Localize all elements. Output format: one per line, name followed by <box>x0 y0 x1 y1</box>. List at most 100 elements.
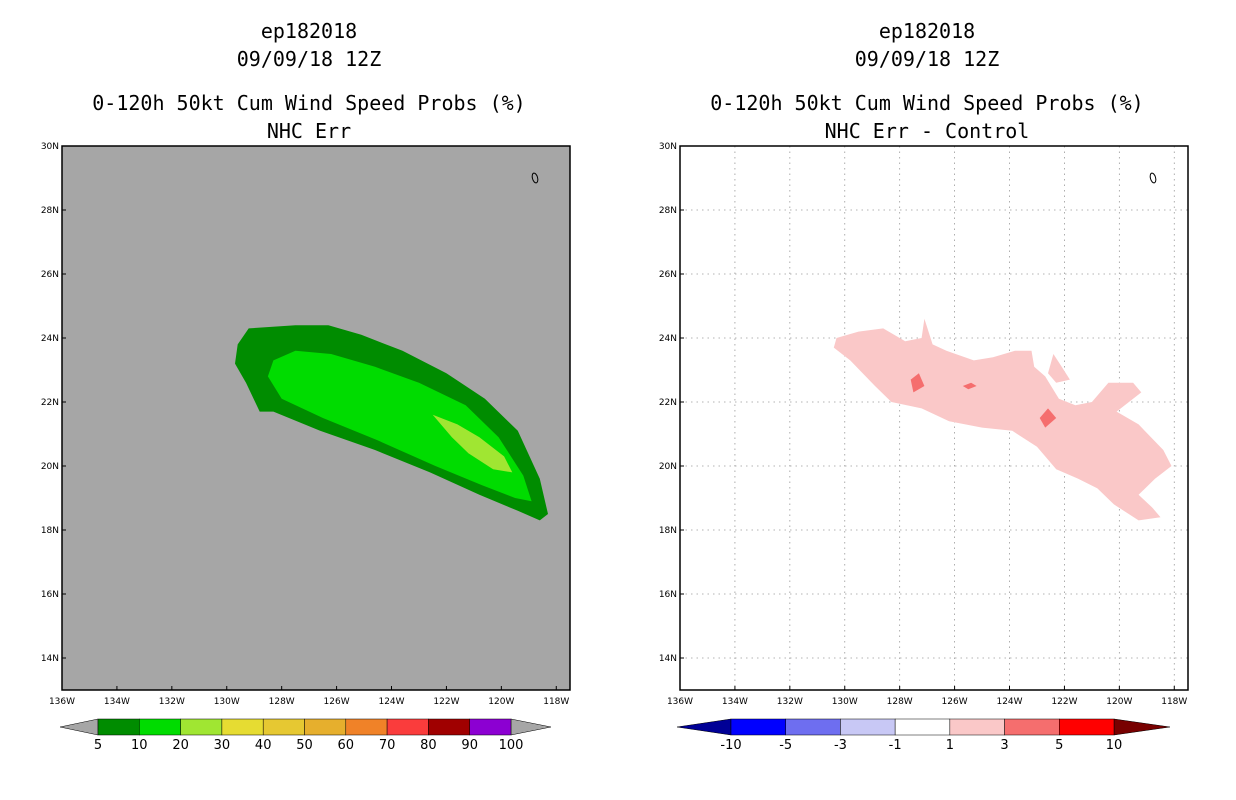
left-title-subtitle: NHC Err <box>267 119 351 143</box>
right-colorbar-label: 10 <box>1106 738 1123 753</box>
panel-right: ep182018 09/09/18 12Z 0-120h 50kt Cum Wi… <box>659 19 1189 753</box>
right-title-date: 09/09/18 12Z <box>855 47 1000 71</box>
right-axis: 136W 134W 132W 130W 128W 126W 124W 122W 120W 118W… <box>659 142 1188 707</box>
left-colorbar-label: 70 <box>379 738 396 753</box>
left-colorbar-swatch <box>262 718 305 736</box>
right-island-outline <box>1149 172 1157 184</box>
right-x-tick-label: 122W <box>1051 697 1077 707</box>
right-y-tick-label: 30N <box>659 142 677 152</box>
left-y-tick-label: 26N <box>41 270 59 280</box>
right-x-tick-label: 134W <box>722 697 748 707</box>
left-colorbar-swatch <box>221 718 264 736</box>
left-colorbar-swatch <box>139 718 181 736</box>
left-colorbar-swatch <box>386 718 429 736</box>
right-x-tick-label: 132W <box>777 697 803 707</box>
left-title-product: 0-120h 50kt Cum Wind Speed Probs (%) <box>92 91 525 115</box>
left-contour-20 <box>432 414 513 473</box>
left-colorbar-swatch <box>345 718 388 736</box>
right-y-tick-label: 24N <box>659 334 677 344</box>
left-contour-layer <box>235 325 548 521</box>
right-contour-3 <box>910 373 925 393</box>
right-title-storm: ep182018 <box>879 19 975 43</box>
right-x-tick-label: 130W <box>832 697 858 707</box>
left-y-tick-label: 28N <box>41 206 59 216</box>
left-island-outline <box>531 172 539 184</box>
right-x-tick-label: 124W <box>996 697 1022 707</box>
right-colorbar-swatch <box>1004 718 1060 736</box>
right-y-tick-label: 20N <box>659 462 677 472</box>
left-colorbar-swatch <box>97 718 140 736</box>
left-colorbar-over-arrow <box>510 718 552 736</box>
right-colorbar: -10 -5 -3 -1 1 3 5 10 <box>676 718 1171 753</box>
left-colorbar-label: 90 <box>461 738 478 753</box>
right-colorbar-swatch <box>949 718 1005 736</box>
left-y-tick-label: 30N <box>41 142 59 152</box>
left-y-tick-label: 18N <box>41 526 59 536</box>
left-colorbar-label: 50 <box>296 738 313 753</box>
left-plot-frame <box>61 145 571 691</box>
left-colorbar-swatch <box>428 718 470 736</box>
right-contour-layer <box>833 318 1172 521</box>
left-colorbar-label: 10 <box>131 738 148 753</box>
left-colorbar-label: 100 <box>499 738 524 753</box>
right-colorbar-label: -5 <box>779 738 792 753</box>
left-title-date: 09/09/18 12Z <box>237 47 382 71</box>
right-colorbar-swatch <box>840 718 896 736</box>
right-x-tick-label: 120W <box>1106 697 1132 707</box>
right-y-tick-label: 28N <box>659 206 677 216</box>
left-colorbar: 5 10 20 30 40 50 60 70 80 90 100 <box>59 718 552 753</box>
right-x-tick-label: 118W <box>1161 697 1187 707</box>
left-x-tick-label: 132W <box>159 697 185 707</box>
left-x-tick-label: 122W <box>433 697 459 707</box>
right-colorbar-swatch <box>785 718 841 736</box>
left-x-tick-label: 124W <box>378 697 404 707</box>
left-y-tick-label: 16N <box>41 590 59 600</box>
left-x-tick-label: 130W <box>214 697 240 707</box>
right-x-tick-label: 136W <box>667 697 693 707</box>
left-x-tick-label: 120W <box>488 697 514 707</box>
right-colorbar-label: 3 <box>1000 738 1008 753</box>
left-colorbar-label: 60 <box>338 738 355 753</box>
left-colorbar-swatch <box>469 718 512 736</box>
right-title-subtitle: NHC Err - Control <box>825 119 1030 143</box>
left-colorbar-label: 20 <box>172 738 189 753</box>
right-colorbar-over-arrow <box>1113 718 1171 736</box>
left-colorbar-swatch <box>180 718 223 736</box>
right-y-tick-label: 22N <box>659 398 677 408</box>
left-x-tick-label: 126W <box>324 697 350 707</box>
right-title-product: 0-120h 50kt Cum Wind Speed Probs (%) <box>710 91 1143 115</box>
right-colorbar-label: 5 <box>1055 738 1063 753</box>
right-x-tick-label: 126W <box>942 697 968 707</box>
right-colorbar-label: -3 <box>834 738 847 753</box>
left-y-tick-label: 20N <box>41 462 59 472</box>
left-x-tick-label: 128W <box>269 697 295 707</box>
left-colorbar-under-arrow <box>59 718 99 736</box>
left-colorbar-swatch <box>304 718 347 736</box>
right-colorbar-swatch <box>730 718 786 736</box>
left-axis: 136W 134W 132W 130W 128W 126W 124W 122W 120W 118W… <box>41 142 570 707</box>
right-contour-3 <box>962 382 977 390</box>
left-colorbar-label: 5 <box>94 738 102 753</box>
left-colorbar-label: 40 <box>255 738 272 753</box>
left-y-tick-label: 24N <box>41 334 59 344</box>
left-contour-10 <box>267 350 532 502</box>
right-y-tick-label: 14N <box>659 654 677 664</box>
right-plot-frame <box>679 145 1189 691</box>
left-title-storm: ep182018 <box>261 19 357 43</box>
panel-left: ep182018 09/09/18 12Z 0-120h 50kt Cum Wi… <box>41 19 571 753</box>
right-y-tick-label: 16N <box>659 590 677 600</box>
right-colorbar-label: -1 <box>889 738 902 753</box>
right-colorbar-swatch <box>1059 718 1115 736</box>
right-y-tick-label: 26N <box>659 270 677 280</box>
right-contour-1 <box>1048 354 1070 383</box>
right-colorbar-label: -10 <box>720 738 741 753</box>
left-x-tick-label: 134W <box>104 697 130 707</box>
right-x-tick-label: 128W <box>887 697 913 707</box>
right-y-tick-label: 18N <box>659 526 677 536</box>
right-colorbar-under-arrow <box>676 718 732 736</box>
left-y-tick-label: 14N <box>41 654 59 664</box>
right-colorbar-swatch <box>894 718 951 736</box>
right-contour-1 <box>833 318 1172 521</box>
right-colorbar-label: 1 <box>946 738 954 753</box>
